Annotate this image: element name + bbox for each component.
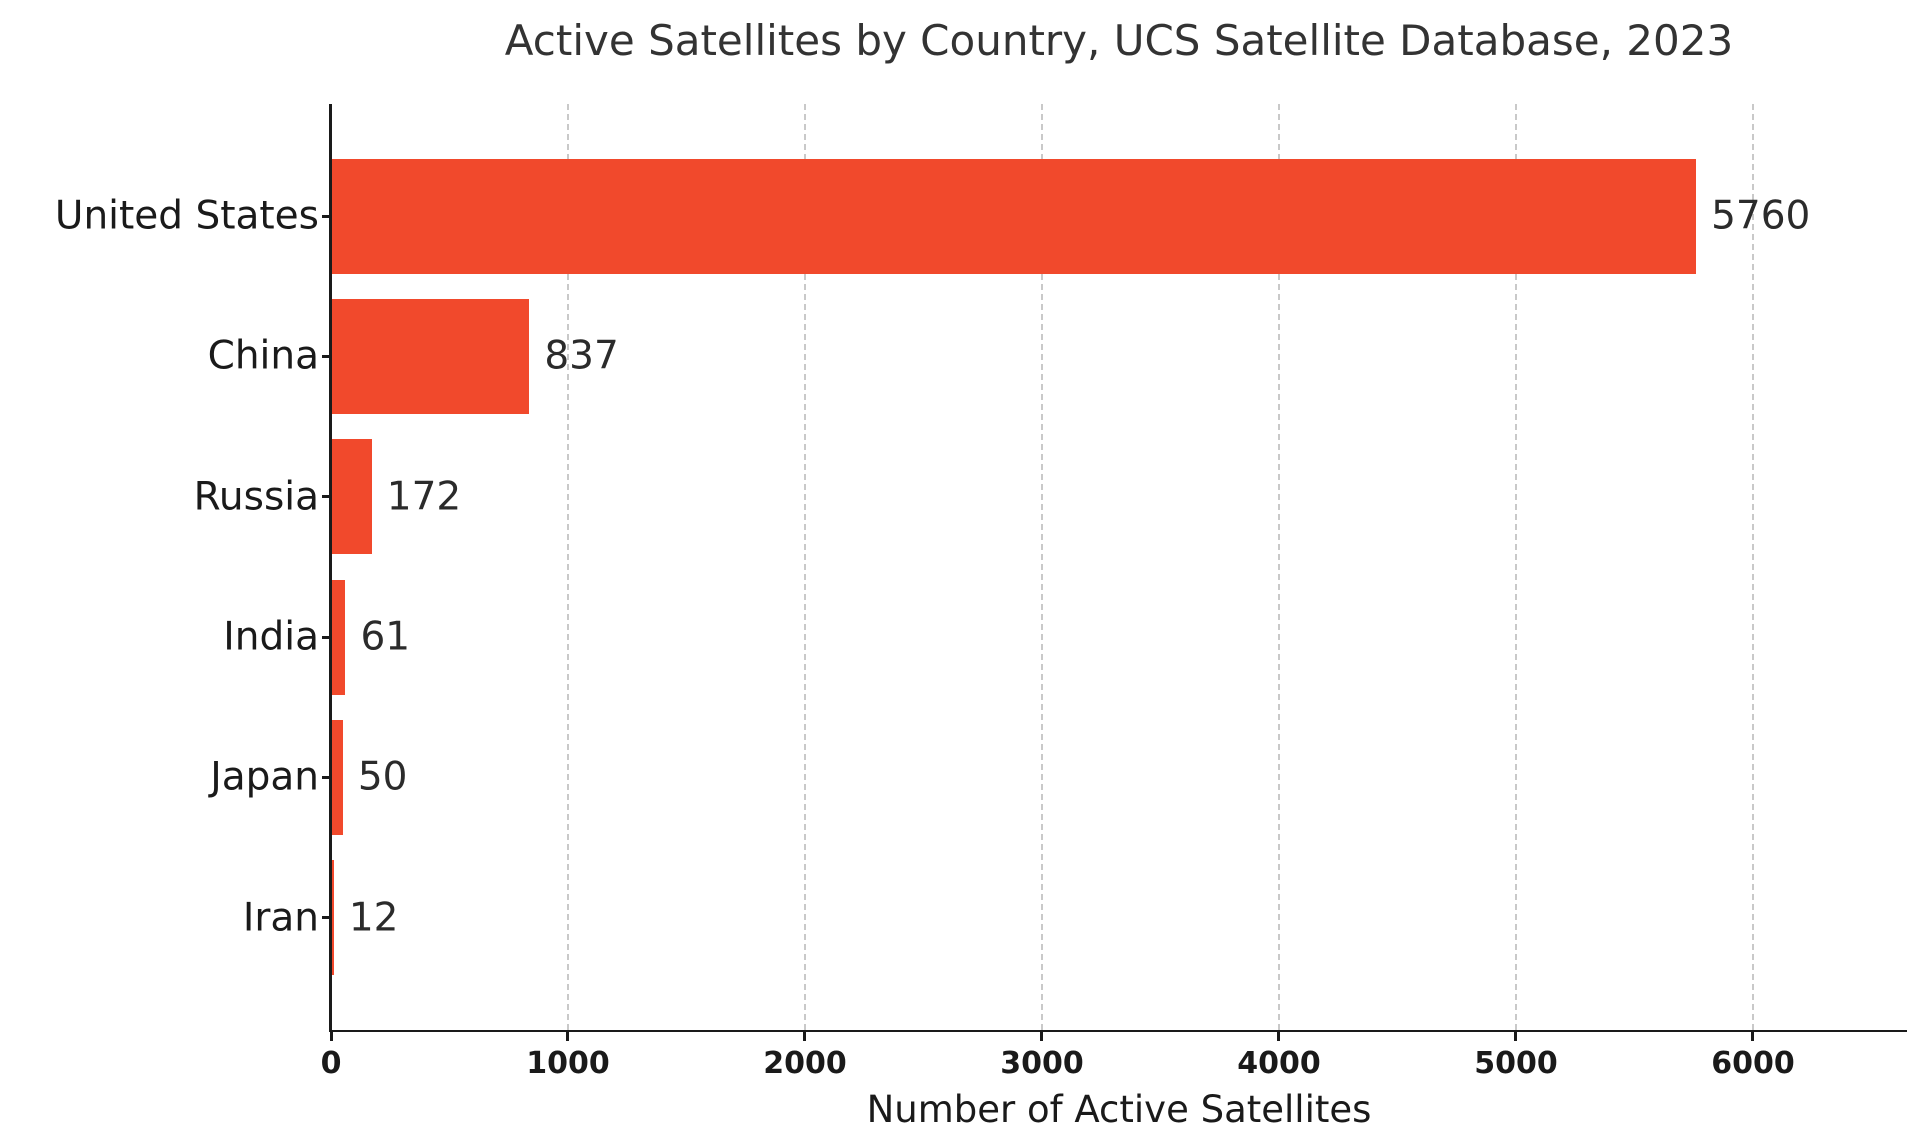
value-label: 172	[386, 474, 462, 520]
value-label: 50	[357, 754, 408, 800]
x-tick-mark	[1040, 1030, 1044, 1041]
bar-japan	[331, 719, 343, 836]
bar-row: Japan 50	[210, 707, 1907, 847]
x-tick-mark	[1277, 1030, 1281, 1041]
category-label: Russia	[193, 474, 319, 520]
gridlines-layer	[331, 104, 1907, 1030]
bars-layer: United States 5760 China 837 Russia 172 India 6…	[55, 146, 1907, 988]
value-label: 837	[544, 333, 619, 379]
x-tick-mark	[1751, 1030, 1755, 1041]
gridline	[1514, 104, 1517, 1030]
bar-row: India 61	[223, 567, 1907, 707]
gridline	[1277, 104, 1280, 1030]
y-tick-mark	[322, 495, 331, 499]
bar-china	[331, 298, 530, 415]
value-label: 5760	[1711, 193, 1811, 239]
y-tick-mark	[322, 635, 331, 639]
x-axis-label: Number of Active Satellites	[866, 1088, 1372, 1131]
bar-united-states	[331, 158, 1697, 274]
gridline	[1040, 104, 1043, 1030]
bar-row: United States 5760	[55, 146, 1907, 286]
category-label: China	[207, 333, 319, 379]
gridline	[1751, 104, 1754, 1030]
x-tick-label: 1000	[526, 1046, 610, 1081]
x-tick-mark	[803, 1030, 807, 1041]
x-tick-mark	[1514, 1030, 1518, 1041]
bar-iran	[331, 860, 334, 976]
bar-russia	[331, 439, 372, 555]
x-tick-mark	[329, 1030, 333, 1041]
x-tick-label: 5000	[1474, 1046, 1558, 1081]
bar-india	[331, 579, 346, 695]
y-tick-mark	[322, 354, 331, 358]
x-tick-label: 0	[320, 1046, 342, 1081]
y-axis-spine	[329, 104, 332, 1032]
x-ticks-layer: 0 1000 2000 3000 4000 5000 6000	[321, 104, 1907, 1081]
x-tick-mark	[566, 1030, 570, 1041]
y-tick-mark	[322, 775, 331, 779]
y-tick-mark	[322, 916, 331, 920]
value-label: 12	[348, 895, 399, 941]
value-label: 61	[360, 614, 411, 660]
x-tick-label: 2000	[763, 1046, 847, 1081]
category-label: United States	[54, 193, 319, 239]
x-axis-spine	[329, 1029, 1907, 1032]
gridline	[803, 104, 806, 1030]
gridline	[566, 104, 569, 1030]
x-tick-label: 6000	[1711, 1046, 1795, 1081]
y-tick-mark	[322, 214, 331, 218]
chart-title: Active Satellites by Country, UCS Satell…	[504, 16, 1734, 65]
bar-row: Russia 172	[194, 427, 1907, 567]
category-label: India	[223, 614, 319, 660]
x-tick-label: 4000	[1237, 1046, 1321, 1081]
bar-row: China 837	[208, 286, 1907, 426]
bar-row: Iran 12	[243, 848, 1907, 988]
category-label: Japan	[210, 754, 319, 800]
category-label: Iran	[242, 895, 319, 941]
x-tick-label: 3000	[1000, 1046, 1084, 1081]
plot-area: United States 5760 China 837 Russia 172 India 6…	[55, 104, 1907, 1081]
